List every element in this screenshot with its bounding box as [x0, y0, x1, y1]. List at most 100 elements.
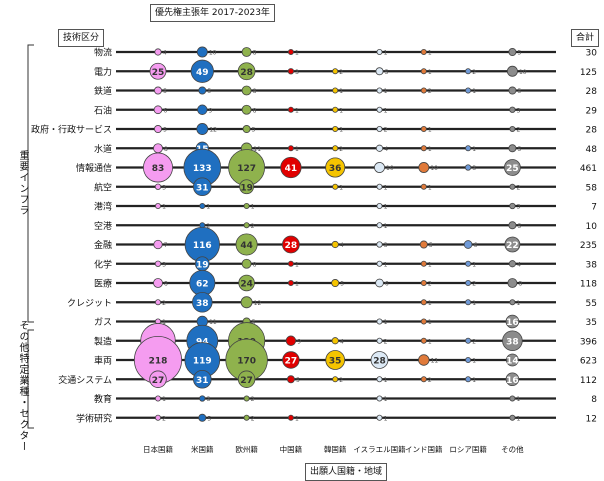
bubble-value: 16 — [506, 376, 519, 386]
bubble-value: 44 — [240, 241, 253, 251]
bubble — [509, 414, 516, 421]
bubble — [505, 314, 520, 329]
bubble — [332, 376, 339, 383]
bubble-value: 8 — [253, 261, 257, 268]
bubble — [198, 413, 207, 422]
bubble — [287, 279, 294, 286]
bubble-value: 5 — [207, 415, 211, 422]
bubble-value: 10 — [386, 165, 394, 172]
column-label: 米国籍 — [191, 444, 214, 454]
bubble-value: 9 — [297, 338, 301, 345]
bubble — [332, 126, 339, 133]
bubble-value: 5 — [340, 281, 344, 288]
row-label: 電力 — [94, 66, 112, 78]
bubble — [374, 162, 385, 173]
bubble-value: 2 — [472, 338, 476, 345]
row-label: 物流 — [94, 47, 112, 59]
column-label: その他 — [501, 444, 524, 454]
bubble — [154, 414, 161, 421]
row-label: 航空 — [94, 181, 112, 193]
bubble — [154, 48, 162, 56]
row-total: 35 — [586, 318, 597, 328]
bubble — [287, 414, 294, 421]
row-total: 12 — [586, 414, 597, 424]
bubble-value: 11 — [253, 146, 261, 153]
bubble-value: 1 — [384, 261, 388, 268]
bubble-value: 2 — [472, 69, 476, 76]
bubble — [241, 258, 252, 269]
column-label: 日本国籍 — [143, 444, 173, 454]
bubble — [190, 59, 214, 83]
bubble — [465, 145, 472, 152]
bubble-value: 27 — [240, 376, 253, 386]
bubble — [154, 86, 162, 95]
bubble-value: 1 — [517, 396, 521, 403]
bubble-value: 2 — [428, 88, 432, 95]
row-total: 28 — [586, 87, 598, 97]
bubble-value: 170 — [237, 357, 256, 367]
bubble-value: 1 — [384, 107, 388, 114]
bubble-value: 2 — [162, 300, 166, 307]
bubble — [376, 414, 383, 421]
bubble — [420, 68, 427, 75]
bubble — [465, 279, 472, 286]
row-total: 58 — [586, 183, 598, 193]
bubble — [420, 145, 427, 152]
bubble-value: 1 — [295, 261, 299, 268]
bubble — [376, 202, 383, 209]
row-label: 港湾 — [94, 201, 112, 213]
bubble — [506, 353, 519, 367]
bubble — [332, 87, 339, 94]
bubble-value: 83 — [152, 164, 165, 174]
bubble — [418, 354, 430, 366]
bubble-value: 2 — [251, 415, 255, 422]
bubble — [465, 337, 472, 344]
row-label: 医療 — [94, 278, 112, 290]
bubble — [420, 126, 427, 133]
bubble-value: 5 — [429, 242, 433, 249]
row-total: 112 — [580, 376, 597, 386]
bubble-value: 1 — [206, 204, 210, 211]
bubble — [238, 274, 255, 292]
bubble-value: 31 — [196, 183, 209, 193]
bubble — [509, 202, 516, 210]
bubble-value: 6 — [163, 107, 167, 114]
bubble-value: 1 — [517, 415, 521, 422]
row-total: 28 — [586, 126, 598, 136]
column-label: ロシア国籍 — [449, 444, 487, 454]
bubble — [239, 179, 254, 195]
bubble — [464, 164, 472, 171]
bubble — [287, 68, 295, 75]
bubble-value: 2 — [339, 377, 343, 384]
bubble — [375, 278, 384, 288]
bubble — [508, 86, 517, 95]
bubble-value: 1 — [428, 127, 432, 134]
bubble — [420, 299, 427, 306]
bubble — [376, 318, 383, 325]
bubble — [509, 126, 516, 133]
bubble-value: 1 — [472, 358, 476, 365]
bubble-value: 16 — [506, 318, 519, 328]
bubble-value: 10 — [430, 165, 438, 172]
bubble-value: 35 — [329, 357, 342, 367]
bubble-value: 1 — [295, 281, 299, 288]
bubble-value: 2 — [384, 338, 388, 345]
bubble — [192, 177, 212, 197]
bubble-value: 3 — [517, 107, 521, 114]
bubble — [149, 370, 167, 388]
row-total: 38 — [586, 260, 598, 270]
bubble — [370, 351, 389, 369]
column-label: イスラエル国籍 — [353, 444, 406, 454]
bubble-value: 8 — [164, 281, 168, 288]
bubble-value: 11 — [431, 358, 439, 365]
row-axis-label: 技術区分 — [58, 29, 105, 47]
bubble — [504, 236, 521, 253]
bubble-value: 6 — [385, 281, 389, 288]
bubble — [465, 376, 472, 383]
bubble-value: 1 — [428, 146, 432, 153]
row-label: 政府・行政サービス — [31, 124, 112, 136]
bubble — [375, 144, 384, 152]
bubble — [240, 296, 253, 309]
bubble-value: 1 — [339, 88, 343, 95]
